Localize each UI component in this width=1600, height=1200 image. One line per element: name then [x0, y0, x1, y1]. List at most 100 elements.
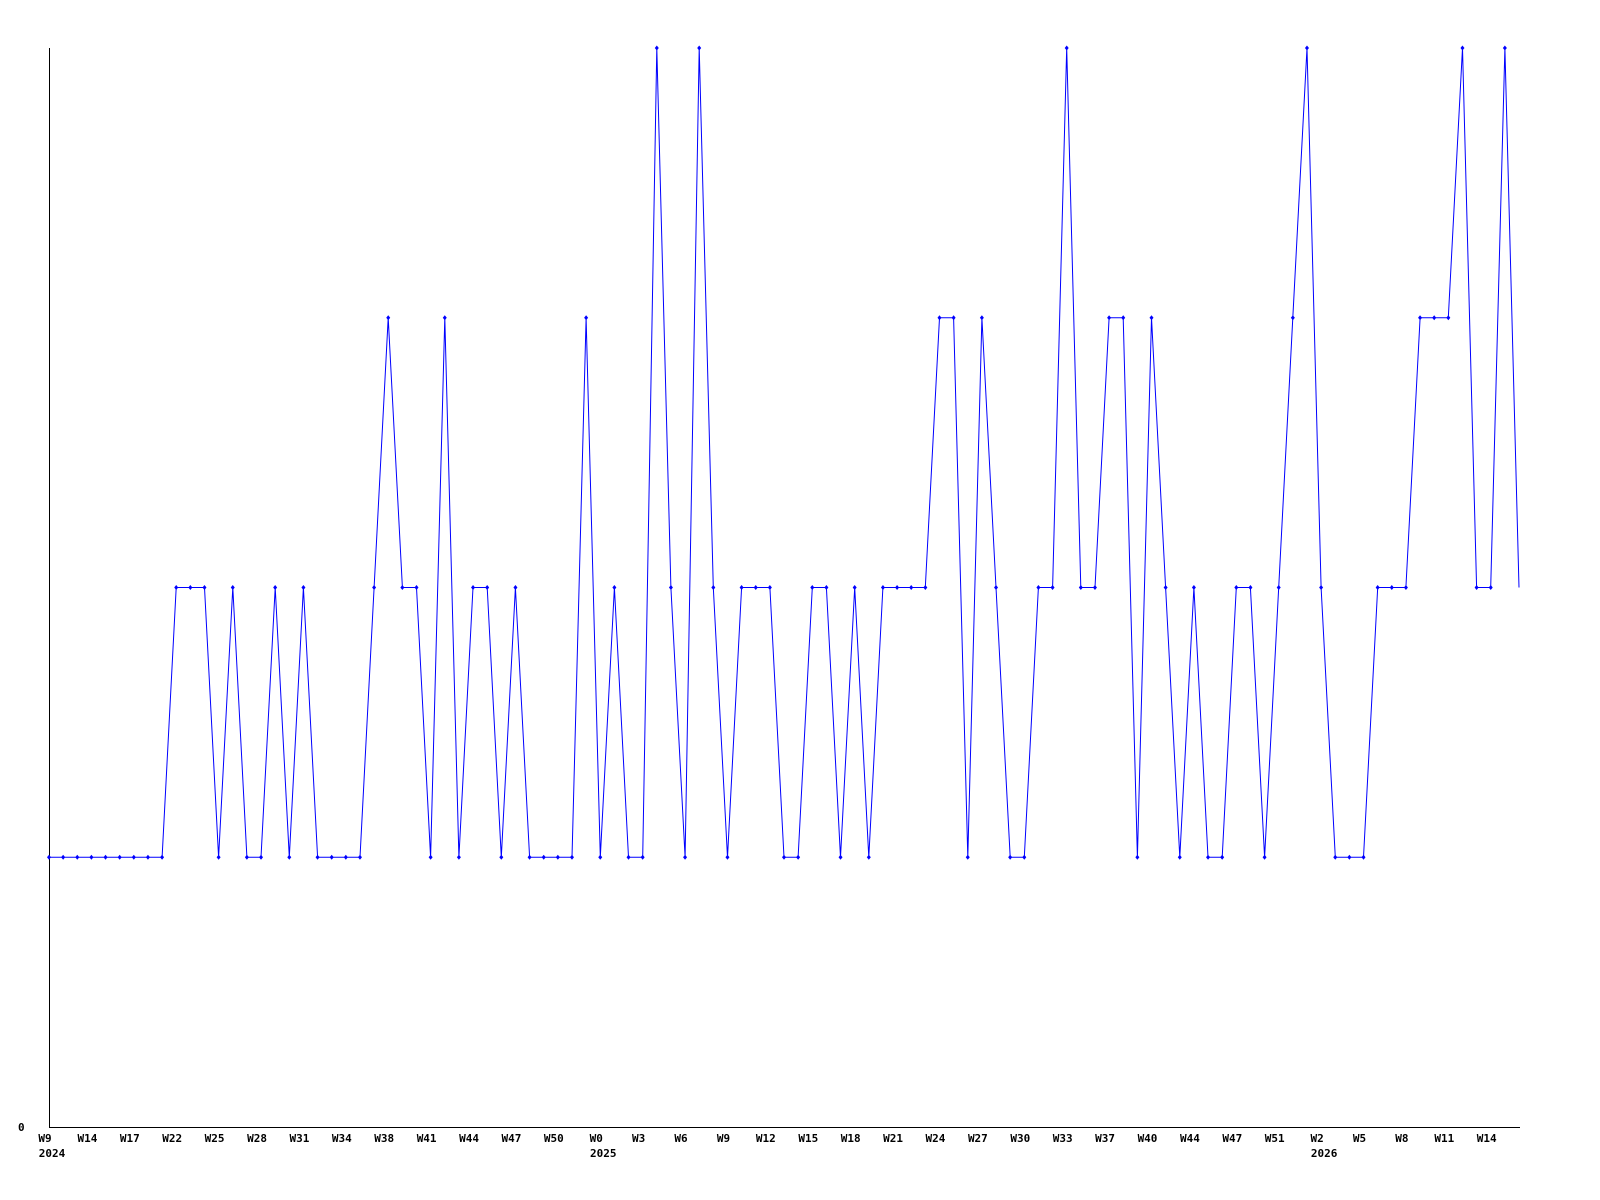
data-point	[1304, 45, 1309, 51]
data-point	[1092, 585, 1097, 590]
data-point	[75, 854, 80, 860]
data-point	[527, 854, 532, 860]
data-point	[357, 854, 362, 860]
x-tick-label: W47	[502, 1132, 522, 1145]
data-point	[1135, 854, 1140, 860]
data-point	[499, 854, 504, 860]
data-point	[923, 585, 928, 590]
data-point	[598, 854, 603, 860]
data-point	[951, 315, 956, 321]
data-point	[965, 854, 970, 860]
x-tick-label: W14	[1477, 1132, 1497, 1145]
data-point	[1361, 854, 1366, 860]
data-point	[584, 315, 589, 321]
x-tick-label: W17	[120, 1132, 140, 1145]
data-point	[668, 585, 673, 590]
data-point	[89, 854, 94, 860]
data-point	[1319, 585, 1324, 590]
data-point	[767, 585, 772, 590]
data-point	[386, 315, 391, 321]
data-point	[1488, 585, 1493, 590]
data-point	[442, 315, 447, 321]
data-point	[569, 854, 574, 860]
x-tick-label: W33	[1053, 1132, 1073, 1145]
x-tick-label: W3	[632, 1132, 645, 1145]
x-tick-label: W27	[968, 1132, 988, 1145]
data-point	[273, 585, 278, 590]
data-point	[145, 854, 150, 860]
data-point	[202, 585, 207, 590]
data-point	[796, 854, 801, 860]
data-point	[1121, 315, 1126, 321]
data-point	[979, 315, 984, 321]
data-point	[683, 854, 688, 860]
data-point	[329, 854, 334, 860]
x-tick-label: W50	[544, 1132, 564, 1145]
data-point	[654, 45, 659, 51]
data-point	[103, 854, 108, 860]
data-point	[414, 585, 419, 590]
data-point	[1234, 585, 1239, 590]
data-point	[810, 585, 815, 590]
data-point	[471, 585, 476, 590]
data-point	[301, 585, 306, 590]
x-tick-label: W6	[674, 1132, 688, 1145]
data-point	[230, 585, 235, 590]
x-tick-label: W38	[374, 1132, 394, 1145]
x-tick-label: W12	[756, 1132, 776, 1145]
x-tick-label: W37	[1095, 1132, 1115, 1145]
data-point	[909, 585, 914, 590]
data-point	[485, 585, 490, 590]
data-point	[895, 585, 900, 590]
x-tick-label: W14	[77, 1132, 97, 1145]
x-tick-label: W25	[205, 1132, 225, 1145]
data-point	[838, 854, 843, 860]
x-tick-label: W2	[1310, 1132, 1323, 1145]
x-tick-label: W24	[926, 1132, 946, 1145]
x-tick-label: W9	[717, 1132, 730, 1145]
data-point	[1432, 315, 1437, 321]
data-point	[753, 585, 758, 590]
x-tick-label: W41	[417, 1132, 437, 1145]
data-point	[1036, 585, 1041, 590]
data-point	[1220, 854, 1225, 860]
data-point	[739, 585, 744, 590]
data-point	[1064, 45, 1069, 51]
y-tick-label: 0	[18, 1121, 25, 1134]
x-tick-label: W8	[1395, 1132, 1408, 1145]
series-line	[49, 47, 1520, 858]
year-label: 2026	[1311, 1147, 1338, 1160]
data-point	[1375, 585, 1380, 590]
data-point	[1446, 315, 1451, 321]
data-point	[216, 854, 221, 860]
data-point	[456, 854, 461, 860]
data-point	[1333, 854, 1338, 860]
data-point	[994, 585, 999, 590]
data-point	[1149, 315, 1154, 321]
data-point	[400, 585, 405, 590]
data-point	[343, 854, 348, 860]
x-tick-label: W30	[1010, 1132, 1030, 1145]
x-tick-label: W34	[332, 1132, 352, 1145]
data-point	[1290, 315, 1295, 321]
x-tick-label: W28	[247, 1132, 267, 1145]
data-point	[782, 854, 786, 860]
data-point	[428, 854, 433, 860]
x-tick-label: W51	[1265, 1132, 1285, 1145]
x-tick-label: W22	[162, 1132, 182, 1145]
x-tick-label: W0	[590, 1132, 603, 1145]
data-point	[372, 585, 377, 590]
data-point	[1276, 585, 1281, 590]
data-point	[47, 854, 51, 860]
data-point	[1502, 45, 1507, 51]
data-point	[1022, 854, 1027, 860]
data-point	[1474, 585, 1479, 590]
x-tick-label: W9	[38, 1132, 51, 1145]
data-point	[1050, 585, 1055, 590]
data-point	[513, 585, 518, 590]
x-tick-label: W11	[1434, 1132, 1454, 1145]
data-point	[131, 854, 136, 860]
data-point	[541, 854, 546, 860]
data-point	[1206, 854, 1211, 860]
